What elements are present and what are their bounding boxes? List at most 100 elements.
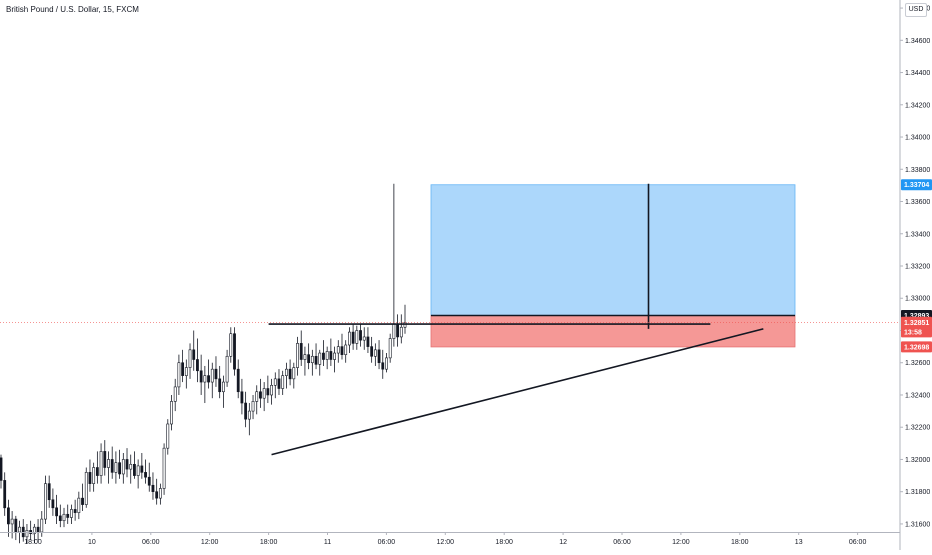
x-tick-label: 06:00 — [613, 539, 631, 546]
candle-body — [14, 518, 18, 533]
candle-body — [66, 513, 70, 518]
x-tick-label: 18:00 — [495, 539, 513, 546]
candle-body — [88, 472, 92, 484]
y-tick-label: 1.33200 — [905, 264, 930, 271]
candle-body — [218, 378, 222, 393]
y-tick-label: 1.32600 — [905, 360, 930, 367]
candle-body — [162, 447, 166, 489]
candle-body — [259, 391, 262, 399]
candle-body — [251, 401, 255, 412]
y-tick-label: 1.34400 — [905, 70, 930, 77]
price-label: 1.32851 — [904, 320, 929, 327]
candle-body — [95, 467, 99, 476]
candle-body — [81, 497, 84, 505]
candle-body — [151, 484, 155, 492]
x-tick-label: 11 — [324, 539, 331, 546]
x-tick-label: 18:00 — [260, 539, 278, 546]
candle-body — [403, 322, 407, 328]
price-label-bg — [901, 341, 932, 353]
candle-body — [188, 349, 192, 368]
candle-body — [121, 459, 125, 475]
candle-body — [73, 509, 77, 513]
x-tick-label: 12:00 — [672, 539, 690, 546]
candle-body — [147, 476, 151, 486]
price-label: 13:58 — [904, 329, 922, 336]
candle-body — [155, 491, 159, 499]
candle-body — [270, 384, 273, 396]
x-tick-label: 12:00 — [437, 539, 455, 546]
candle-body — [158, 488, 162, 499]
candle-body — [140, 465, 144, 473]
candle-body — [47, 483, 51, 501]
y-tick-label: 1.32200 — [905, 425, 930, 432]
candle-body — [103, 451, 107, 468]
candle-body — [18, 526, 21, 533]
candle-body — [99, 451, 103, 476]
candle-body — [329, 351, 333, 360]
candle-body — [25, 530, 29, 538]
x-tick-label: 12:00 — [201, 539, 219, 546]
candle-body — [118, 462, 122, 475]
candle-body — [77, 497, 81, 513]
candle-body — [292, 367, 296, 380]
candle-body — [181, 362, 185, 376]
candle-body — [340, 346, 344, 355]
candle-body — [310, 355, 314, 364]
candle-body — [344, 344, 348, 355]
candle-body — [296, 343, 299, 368]
candle-body — [7, 507, 10, 525]
trendline-support — [271, 328, 764, 456]
y-tick-label: 1.31800 — [905, 489, 930, 496]
candle-body — [196, 359, 199, 372]
candle-body — [207, 375, 210, 383]
profit-zone — [430, 184, 796, 316]
candle-body — [314, 355, 318, 365]
candle-body — [36, 526, 40, 533]
candle-body — [255, 391, 259, 402]
candle-body — [58, 515, 62, 522]
candle-body — [177, 362, 181, 388]
loss-zone — [430, 315, 796, 348]
y-tick-label: 1.32000 — [905, 457, 930, 464]
candle-body — [288, 368, 292, 380]
candle-body — [385, 357, 388, 370]
candle-body — [392, 323, 396, 339]
y-tick-label: 1.34200 — [905, 102, 930, 109]
price-label: 1.32893 — [904, 313, 929, 320]
candle-body — [55, 507, 58, 517]
candle-body — [236, 368, 240, 393]
candle-body — [225, 355, 229, 383]
candle-body — [0, 457, 3, 481]
candle-body — [348, 331, 351, 346]
candle-body — [125, 459, 129, 470]
candle-body — [396, 323, 399, 338]
candle-body — [84, 472, 88, 505]
candle-body — [210, 368, 214, 383]
candle-body — [92, 467, 96, 484]
candle-body — [388, 338, 392, 359]
x-tick-label: 18:00 — [24, 539, 42, 546]
y-tick-label: 1.33800 — [905, 167, 930, 174]
candle-body — [233, 333, 236, 370]
candle-body — [307, 354, 311, 364]
position-tool[interactable] — [430, 184, 796, 348]
candle-body — [366, 336, 370, 347]
y-tick-label: 1.33000 — [905, 296, 930, 303]
drawings[interactable] — [268, 183, 764, 456]
currency-badge[interactable]: USD — [905, 3, 927, 17]
x-tick-label: 06:00 — [849, 539, 867, 546]
candle-body — [377, 349, 381, 364]
candle-body — [303, 354, 307, 360]
candle-body — [133, 463, 136, 476]
price-label-bg — [901, 316, 932, 328]
candle-body — [136, 465, 140, 476]
candle-body — [221, 381, 225, 393]
candle-series — [0, 183, 407, 544]
candle-body — [247, 410, 251, 420]
candle-body — [51, 499, 55, 509]
candle-body — [299, 343, 303, 360]
candle-body — [114, 462, 118, 473]
